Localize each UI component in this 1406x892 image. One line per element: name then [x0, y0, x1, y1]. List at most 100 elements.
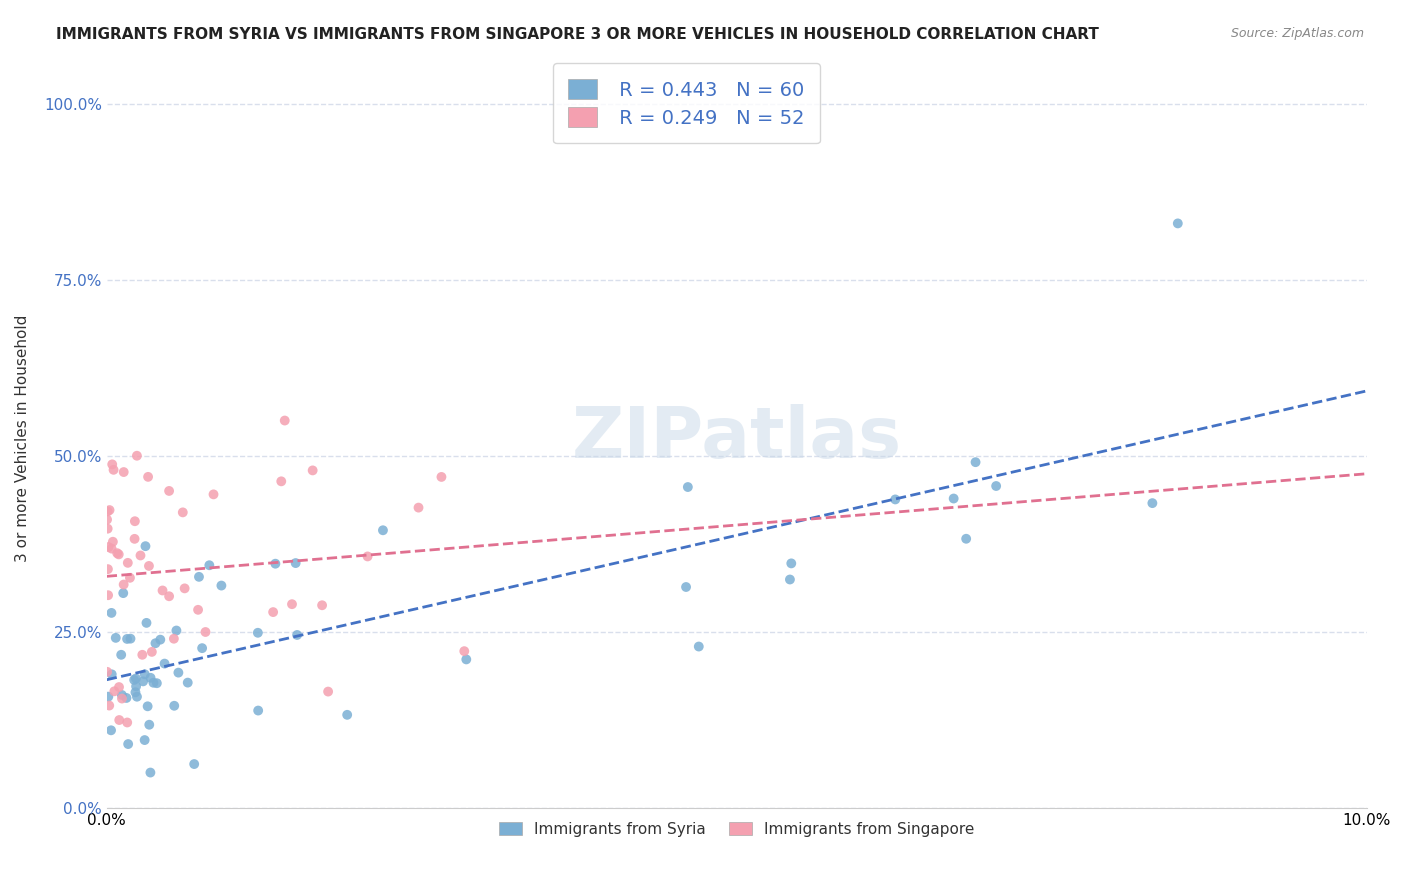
Point [100, 723, 122, 738]
Point [125, 449, 148, 463]
Point [163, 632, 186, 646]
Point [122, 673, 145, 687]
Point [779, 573, 801, 587]
Point [97, 588, 120, 602]
Legend: Immigrants from Syria, Immigrants from Singapore: Immigrants from Syria, Immigrants from S… [492, 814, 981, 845]
Point [96, 665, 118, 679]
Point [138, 717, 160, 731]
Point [97, 504, 120, 518]
Point [316, 684, 339, 698]
Point [124, 685, 146, 699]
Point [125, 679, 148, 693]
Point [371, 523, 394, 537]
Point [884, 492, 907, 507]
Point [138, 558, 160, 573]
Point [111, 691, 134, 706]
Point [191, 641, 214, 656]
Point [134, 733, 156, 747]
Point [675, 580, 697, 594]
Point [136, 470, 159, 484]
Point [103, 684, 125, 698]
Point [117, 737, 139, 751]
Point [187, 603, 209, 617]
Point [688, 640, 710, 654]
Point [173, 582, 195, 596]
Point [139, 765, 162, 780]
Point [301, 463, 323, 477]
Point [284, 556, 307, 570]
Point [1167, 216, 1189, 230]
Point [676, 480, 699, 494]
Point [270, 475, 292, 489]
Point [103, 463, 125, 477]
Y-axis label: 3 or more Vehicles in Household: 3 or more Vehicles in Household [15, 315, 30, 562]
Point [336, 707, 359, 722]
Point [100, 541, 122, 556]
Point [285, 628, 308, 642]
Point [264, 557, 287, 571]
Point [131, 648, 153, 662]
Point [408, 500, 430, 515]
Point [101, 458, 124, 472]
Point [955, 532, 977, 546]
Point [163, 698, 186, 713]
Point [145, 636, 167, 650]
Point [172, 505, 194, 519]
Point [146, 676, 169, 690]
Point [986, 479, 1008, 493]
Point [120, 632, 142, 646]
Point [115, 632, 138, 646]
Point [262, 605, 284, 619]
Text: Source: ZipAtlas.com: Source: ZipAtlas.com [1230, 27, 1364, 40]
Point [136, 699, 159, 714]
Point [118, 571, 141, 585]
Point [453, 644, 475, 658]
Point [965, 455, 987, 469]
Point [111, 688, 134, 702]
Point [152, 583, 174, 598]
Point [98, 698, 121, 713]
Point [107, 548, 129, 562]
Point [198, 558, 221, 573]
Point [117, 556, 139, 570]
Point [780, 557, 803, 571]
Point [110, 648, 132, 662]
Point [157, 589, 180, 603]
Point [165, 624, 187, 638]
Point [104, 631, 127, 645]
Text: ZIPatlas: ZIPatlas [572, 404, 901, 473]
Point [202, 487, 225, 501]
Point [430, 470, 453, 484]
Point [97, 540, 120, 554]
Point [108, 680, 131, 694]
Point [125, 690, 148, 704]
Point [124, 532, 146, 546]
Point [209, 578, 232, 592]
Point [246, 625, 269, 640]
Point [274, 413, 297, 427]
Text: IMMIGRANTS FROM SYRIA VS IMMIGRANTS FROM SINGAPORE 3 OR MORE VEHICLES IN HOUSEHO: IMMIGRANTS FROM SYRIA VS IMMIGRANTS FROM… [56, 27, 1099, 42]
Point [153, 657, 176, 671]
Point [97, 522, 120, 536]
Point [108, 713, 131, 727]
Point [311, 599, 333, 613]
Point [157, 483, 180, 498]
Point [456, 652, 478, 666]
Point [100, 606, 122, 620]
Point [183, 757, 205, 772]
Point [129, 549, 152, 563]
Point [134, 667, 156, 681]
Point [177, 675, 200, 690]
Point [135, 615, 157, 630]
Point [141, 645, 163, 659]
Point [96, 513, 118, 527]
Point [356, 549, 378, 564]
Point [247, 704, 270, 718]
Point [139, 671, 162, 685]
Point [194, 625, 217, 640]
Point [942, 491, 965, 506]
Point [112, 586, 135, 600]
Point [105, 546, 128, 560]
Point [115, 690, 138, 705]
Point [134, 539, 156, 553]
